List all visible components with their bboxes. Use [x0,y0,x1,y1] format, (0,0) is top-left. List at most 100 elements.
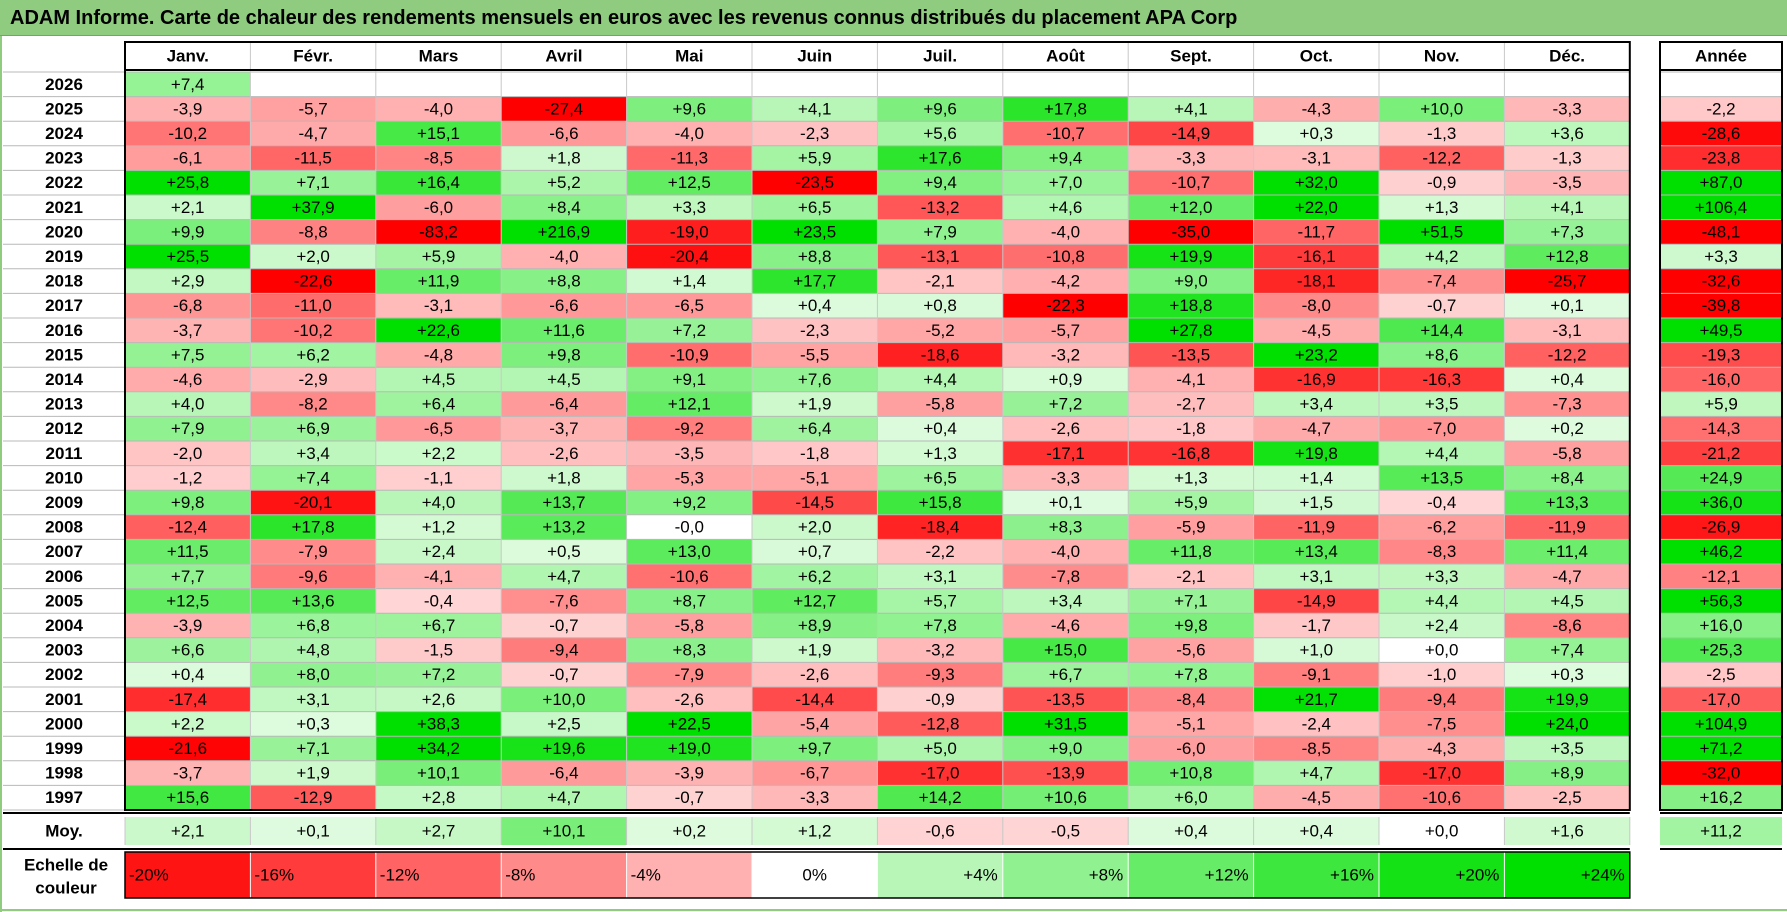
annual-cell [1660,195,1782,220]
heatmap-cell [1379,441,1505,466]
heatmap-cell [1253,244,1379,269]
row-year-label: 1998 [45,764,83,783]
annual-cell [1660,539,1782,564]
heatmap-cell-value: -11,3 [671,149,709,168]
heatmap-cell-value: -3,3 [800,788,829,807]
heatmap-cell-value: +7,0 [1049,173,1083,192]
heatmap-cell [1504,268,1630,294]
average-cell-value: +0,4 [1300,822,1334,841]
heatmap-cell [1253,539,1379,564]
heatmap-cell [877,711,1003,737]
heatmap-cell [125,441,251,466]
heatmap-cell [877,564,1003,589]
heatmap-cell-value: +6,7 [1049,665,1083,684]
annual-cell-value: +71,2 [1699,739,1742,758]
heatmap-cell [1504,588,1630,614]
heatmap-cell [1379,613,1505,638]
heatmap-cell-value: +38,3 [417,714,460,733]
heatmap-cell-value: -2,4 [1302,714,1331,733]
month-header-label: Janv. [167,47,209,66]
annual-cell [1660,613,1782,638]
heatmap-cell-value: -4,6 [173,370,202,389]
annual-cell-value: +36,0 [1699,493,1742,512]
month-header-cell [752,42,878,70]
heatmap-cell-value: -0,7 [549,616,578,635]
heatmap-cell-value: -5,6 [1176,641,1205,660]
heatmap-cell [1379,785,1505,810]
heatmap-cell [501,760,627,786]
annual-cell [1660,514,1782,540]
heatmap-cell [1504,564,1630,589]
heatmap-cell-value: -16,8 [1172,444,1211,463]
heatmap-cell-value: -7,6 [549,591,578,610]
average-annual-cell [1660,817,1782,845]
heatmap-cell-value: -83,2 [419,222,458,241]
heatmap-cell [375,96,502,122]
heatmap-cell [1002,760,1129,786]
heatmap-cell [1253,72,1379,97]
heatmap-cell [877,219,1003,245]
legend-swatch [501,852,627,898]
heatmap-cell-value: -3,9 [173,99,202,118]
heatmap-cell [626,72,752,97]
heatmap-cell-value: -1,3 [1427,124,1456,143]
heatmap-cell-value: -3,7 [173,321,202,340]
heatmap-cell [250,244,376,269]
heatmap-cell [125,72,251,97]
heatmap-cell-value: -7,5 [1427,714,1456,733]
row-year-label: 2011 [46,444,83,463]
heatmap-cell-value: +4,8 [296,641,330,660]
legend-swatch [877,852,1003,898]
heatmap-cell-value: +8,9 [1550,764,1584,783]
heatmap-cell-value: -3,2 [1051,345,1080,364]
legend-label: -20% [129,866,169,885]
heatmap-cell [626,465,752,491]
heatmap-cell-value: +10,8 [1169,764,1212,783]
heatmap-cell [1128,588,1254,614]
month-header-cell [125,42,251,70]
heatmap-cell-value: +15,8 [919,493,962,512]
heatmap-cell-value: -0,7 [675,788,704,807]
heatmap-cell [250,490,376,515]
heatmap-cell-value: -5,9 [1176,518,1205,537]
heatmap-cell-value: -11,7 [1298,222,1336,241]
heatmap-cell-value: -17,0 [1422,764,1461,783]
heatmap-cell [1253,219,1379,245]
heatmap-cell-value: +0,3 [296,714,330,733]
heatmap-cell-value: -9,4 [549,641,578,660]
heatmap-cell-value: +6,0 [1174,788,1208,807]
heatmap-cell [626,293,752,318]
row-year-label: 2018 [45,272,83,291]
heatmap-cell [1128,465,1254,491]
heatmap-cell-value: -12,2 [1548,345,1587,364]
month-header-label: Juin [797,47,832,66]
heatmap-cell-value: +4,1 [1174,99,1208,118]
annual-cell [1660,588,1782,614]
annual-cell-value: -19,3 [1702,345,1741,364]
heatmap-cell [125,293,251,318]
heatmap-cell [1253,145,1379,171]
heatmap-cell [250,219,376,245]
heatmap-cell [250,195,376,220]
heatmap-cell-value: -8,8 [298,222,327,241]
average-cell [1128,817,1254,845]
heatmap-cell [877,195,1003,220]
heatmap-cell-value: -10,8 [1046,247,1085,266]
heatmap-cell [626,318,752,343]
annual-cell [1660,145,1782,171]
annual-cell [1660,367,1782,392]
heatmap-cell [375,441,502,466]
heatmap-cell [125,465,251,491]
heatmap-cell-value: -18,6 [921,345,960,364]
heatmap-cell-value: -1,5 [424,641,453,660]
heatmap-cell-value: +1,3 [923,444,957,463]
heatmap-cell-value: +15,1 [417,124,460,143]
heatmap-gridlines [0,41,1787,911]
heatmap-cell-value: -4,1 [424,567,453,586]
heatmap-cell [375,736,502,761]
heatmap-cell [877,637,1003,663]
row-year-label: 2026 [45,75,83,94]
heatmap-cell-value: -1,2 [173,468,202,487]
heatmap-cell [1379,490,1505,515]
heatmap-cell [501,588,627,614]
